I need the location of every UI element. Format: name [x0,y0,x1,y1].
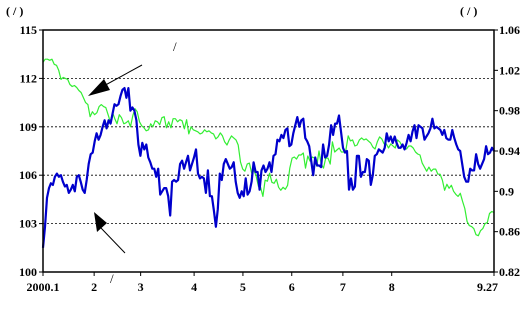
gridlines [43,78,494,225]
right-tick-label: 0.94 [499,144,520,158]
left-tick-label: 115 [20,23,37,37]
series-lines [41,58,495,248]
blue-series-arrow [94,212,126,254]
left-axis-unit: ( / ) [6,4,23,18]
x-tick-label: 3 [138,280,144,294]
green-series-line [42,58,495,237]
x-tick-label: 6 [289,280,295,294]
x-tick-label: 9.27 [477,280,498,294]
right-tick-label: 0.98 [499,104,520,118]
x-tick-label: 2 [91,280,97,294]
right-axis-unit: ( / ) [460,4,477,18]
right-tick-label: 0.82 [499,265,520,279]
plot-frame [42,29,495,273]
green-series-annotation: / [173,39,177,54]
left-tick-label: 112 [20,71,37,85]
left-tick-label: 100 [19,265,37,279]
blue-series-line [41,86,495,248]
x-tick-label: 8 [389,280,395,294]
x-tick-label: 5 [240,280,246,294]
blue-series-annotation: / [110,271,114,286]
right-tick-label: 0.9 [499,184,514,198]
left-tick-label: 106 [19,168,37,182]
right-tick-label: 1.02 [499,63,520,77]
left-tick-label: 103 [19,217,37,231]
right-tick-label: 0.86 [499,225,520,239]
axis-ticks: 100 103 106 109 112 115 0.82 0.86 0.9 0.94 0.98 1.0… [19,23,520,294]
left-tick-label: 109 [19,120,37,134]
x-tick-label: 7 [340,280,346,294]
right-tick-label: 1.06 [499,23,520,37]
x-tick-label: 4 [191,280,197,294]
green-series-arrow [88,64,143,96]
x-tick-label: 2000.1 [27,280,60,294]
